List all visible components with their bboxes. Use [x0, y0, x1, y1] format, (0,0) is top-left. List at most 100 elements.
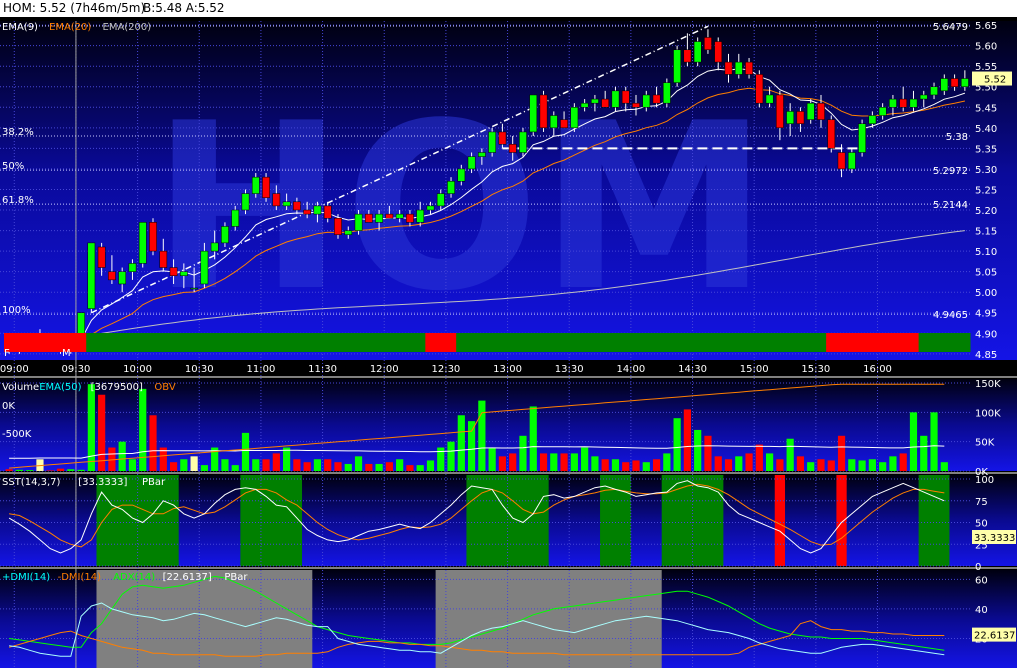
candle-body — [601, 98, 610, 108]
candle-body — [262, 176, 270, 198]
trend-strip-segment — [733, 333, 745, 352]
volume-bar — [529, 406, 537, 471]
obv-line — [9, 383, 945, 469]
stochastic-tick-label: 75 — [975, 497, 988, 508]
volume-bar — [879, 462, 887, 471]
volume-bar — [642, 462, 650, 471]
stochastic-shade — [466, 475, 549, 566]
volume-bar — [858, 460, 866, 471]
trend-strip-segment — [24, 333, 36, 352]
dmi-current-box — [972, 627, 1016, 642]
candle-body — [313, 205, 322, 215]
candle-body — [806, 102, 815, 120]
trend-line — [91, 25, 709, 314]
volume-bar — [180, 459, 188, 471]
candle-body — [529, 94, 538, 133]
trend-strip-segment — [538, 333, 550, 352]
price-tick-label: 5.00 — [975, 288, 997, 299]
trend-strip-segment — [682, 333, 694, 352]
volume-bar — [87, 384, 95, 471]
time-tick-label: 09:30 — [62, 364, 91, 375]
trend-strip-segment — [250, 333, 262, 352]
volume-bar — [303, 462, 311, 471]
trend-strip-segment — [774, 333, 786, 352]
time-tick-label: 14:30 — [678, 364, 707, 375]
trend-strip-segment — [343, 333, 354, 352]
volume-tick-label: 0K — [975, 467, 988, 478]
price-tick-label: 5.20 — [975, 206, 997, 217]
candle-body — [632, 102, 640, 108]
dmi-legend-item: [22.6137] — [163, 572, 212, 583]
candle-body — [293, 201, 301, 211]
time-tick-label: 15:30 — [801, 364, 830, 375]
volume-bar — [26, 470, 34, 471]
volume-bar — [622, 462, 630, 471]
candle-body — [272, 193, 281, 207]
dmi-tick-label: 40 — [975, 605, 988, 616]
volume-bar — [632, 460, 640, 471]
trend-strip-segment — [34, 333, 46, 352]
panel-legends: EMA(9) EMA(20) EMA(200) Volume EMA(50) [36795… — [2, 22, 248, 583]
candle-body — [693, 41, 702, 63]
candle-body — [662, 82, 671, 104]
candle-body — [488, 131, 496, 153]
volume-bar — [683, 409, 691, 471]
volume-legend-item: Volume — [2, 382, 39, 393]
volume-tick-label: 100K — [975, 408, 1001, 419]
volume-bar — [509, 453, 517, 471]
session-marker-f: F — [4, 348, 10, 359]
trend-strip-segment — [271, 333, 282, 352]
candle-body — [580, 102, 589, 108]
candle-body — [395, 213, 404, 219]
volume-bar — [334, 462, 342, 471]
trend-strip-segment — [4, 333, 15, 352]
volume-bar — [283, 447, 291, 471]
candle-body — [930, 86, 938, 96]
trend-strip-segment — [836, 333, 848, 352]
time-tick-label: 10:00 — [123, 364, 152, 375]
volume-bar — [663, 453, 671, 471]
dmi-legend-item: ADX(14) — [113, 572, 155, 583]
stochastic-legend-item: SST(14,3,7) — [2, 477, 61, 488]
trend-strip-segment — [569, 333, 580, 352]
candle-body — [519, 131, 527, 153]
candle-body — [190, 287, 198, 290]
volume-bar — [550, 453, 558, 471]
volume-bar — [159, 447, 167, 471]
price-tick-label: 5.40 — [975, 124, 997, 135]
symbol-watermark: HOM — [152, 75, 769, 342]
trend-strip-segment — [281, 333, 293, 352]
candle-body — [436, 193, 445, 207]
candle-body — [909, 98, 918, 108]
candle-body — [231, 209, 240, 227]
candle-body — [457, 168, 466, 182]
volume-bar — [169, 462, 178, 471]
trend-strip-segment — [959, 333, 971, 352]
stochastic-legend-item: PBar — [142, 477, 166, 488]
trend-strip-segment — [743, 333, 755, 352]
volume-bar — [868, 459, 876, 471]
volume-bar — [5, 469, 13, 471]
trend-strip-segment — [949, 333, 961, 352]
chart-canvas[interactable]: HOM 5.65 5.60 5.55 5.50 5.45 5.40 5.35 5.30 5.25… — [0, 17, 1017, 668]
candle-body — [241, 193, 250, 211]
trend-strip-segment — [415, 333, 426, 352]
trend-strip-segment — [898, 333, 909, 352]
dmi-shade — [435, 570, 662, 668]
candle-body — [200, 250, 209, 285]
trend-strip-segment — [476, 333, 488, 352]
fib-level-label: 100% — [2, 305, 31, 316]
candle-body — [704, 37, 712, 51]
trend-strip-segment — [147, 333, 159, 352]
stochastic-tick-label: 0 — [975, 562, 981, 573]
trend-strip-segment — [127, 333, 139, 352]
candle-body — [282, 201, 291, 207]
candle-body — [776, 94, 784, 129]
price-panel-bg — [0, 21, 1017, 360]
candle-body — [919, 94, 928, 100]
trend-strip-segment — [548, 333, 560, 352]
stochastic-tick-label: 100 — [975, 475, 994, 486]
volume-bar — [128, 459, 137, 471]
time-tick-label: 12:00 — [370, 364, 399, 375]
obv-tick-label: 0K — [2, 401, 15, 412]
